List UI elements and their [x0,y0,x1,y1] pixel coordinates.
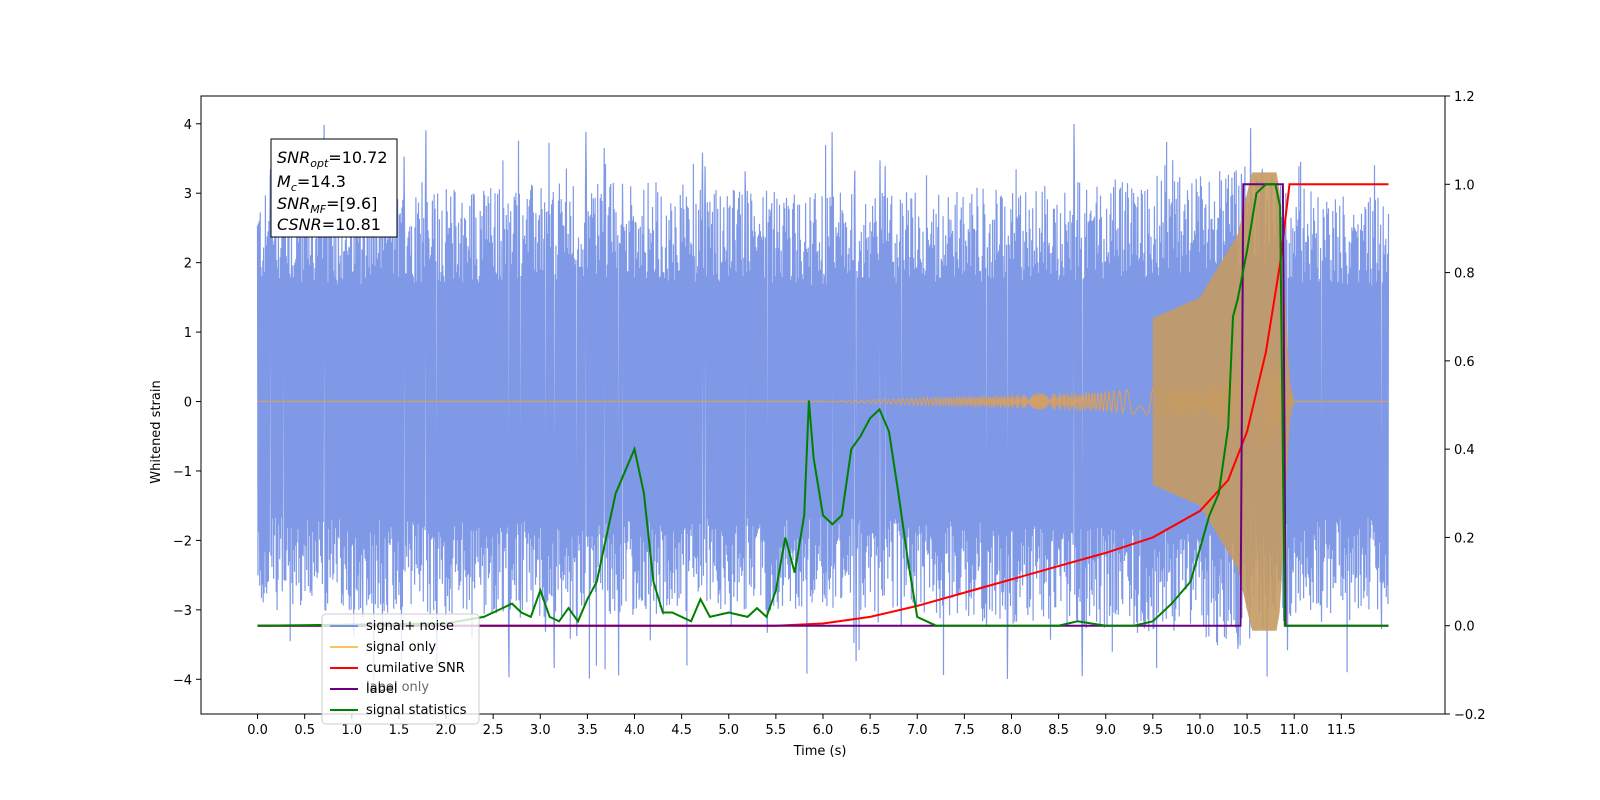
y2-tick-label: 0.6 [1454,355,1475,370]
plot-area [256,123,1390,680]
x-tick-label: 0.5 [294,723,315,738]
x-axis-label: Time (s) [793,744,847,759]
series-cumulative-snr-line [257,183,1389,627]
plot-series-group [256,123,1390,680]
y2-tick-label: 1.0 [1454,178,1475,193]
x-tick-label: 3.5 [577,723,598,738]
legend: label only signal+ noise signal only cum… [321,613,480,725]
x-tick-label: 7.5 [954,723,975,738]
x-tick-label: 1.5 [389,723,410,738]
x-tick-label: 8.0 [1001,723,1022,738]
legend-label-label: label [366,682,397,697]
y-tick-label: 0 [184,396,192,411]
x-tick-label: 11.5 [1327,723,1356,738]
legend-label-signal-only: signal only [366,640,436,655]
y-tick-label: 2 [184,257,192,272]
series-signal-statistics-line [257,183,1389,627]
legend-label-signal-statistics: signal statistics [366,703,467,718]
x-tick-label: 0.0 [247,723,268,738]
y-tick-label: −1 [173,465,192,480]
x-tick-label: 1.0 [341,723,362,738]
x-tick-label: 4.0 [624,723,645,738]
y-tick-label: −3 [173,604,192,619]
x-tick-label: 3.0 [530,723,551,738]
x-tick-label: 2.0 [436,723,457,738]
x-tick-label: 5.5 [766,723,787,738]
y2-tick-label: 0.4 [1454,443,1475,458]
x-tick-label: 6.5 [860,723,881,738]
y-tick-label: −2 [173,534,192,549]
x-tick-label: 10.5 [1233,723,1262,738]
x-tick-label: 9.0 [1095,723,1116,738]
stats-box: SNRopt=10.72 Mc=14.3 SNRMF=[9.6] CSNR=10… [270,138,398,238]
axes: 0.0 0.5 1.0 1.5 2.0 2.5 3.0 3.5 4.0 4.5 5.0 5.5 6.0 6… [173,90,1486,738]
stat-snr-opt: SNRopt=10.72 [277,148,388,170]
x-tick-label: 10.0 [1185,723,1214,738]
x-tick-label: 6.0 [813,723,834,738]
y2-tick-label: −0.2 [1454,708,1486,723]
y2-tick-label: 0.0 [1454,620,1475,635]
legend-hidden-label: label only [366,680,429,695]
legend-frame [321,613,480,725]
x-tick-label: 9.5 [1143,723,1164,738]
legend-label-signal-noise: signal+ noise [366,619,454,634]
y-tick-label: 3 [184,187,192,202]
legend-label-cumulative-snr: cumilative SNR [366,661,465,676]
y-tick-label: 1 [184,326,192,341]
y2-tick-label: 1.2 [1454,90,1475,105]
stats-box-frame [270,138,398,238]
x-tick-label: 11.0 [1280,723,1309,738]
x-tick-label: 2.5 [483,723,504,738]
y-tick-label: 4 [184,118,192,133]
x-tick-label: 4.5 [671,723,692,738]
y2-tick-label: 0.2 [1454,531,1475,546]
stat-snr-mf: SNRMF=[9.6] [277,194,377,216]
x-tick-label: 5.0 [718,723,739,738]
y-tick-label: −4 [173,673,192,688]
x-tick-label: 7.0 [907,723,928,738]
y-axis-label: Whitened strain [149,380,164,483]
stat-mc: Mc=14.3 [277,172,346,194]
x-tick-label: 8.5 [1048,723,1069,738]
y2-tick-label: 0.8 [1454,267,1475,282]
series-signal-only-envelope [1152,172,1304,631]
stat-csnr: CSNR=10.81 [277,215,381,234]
